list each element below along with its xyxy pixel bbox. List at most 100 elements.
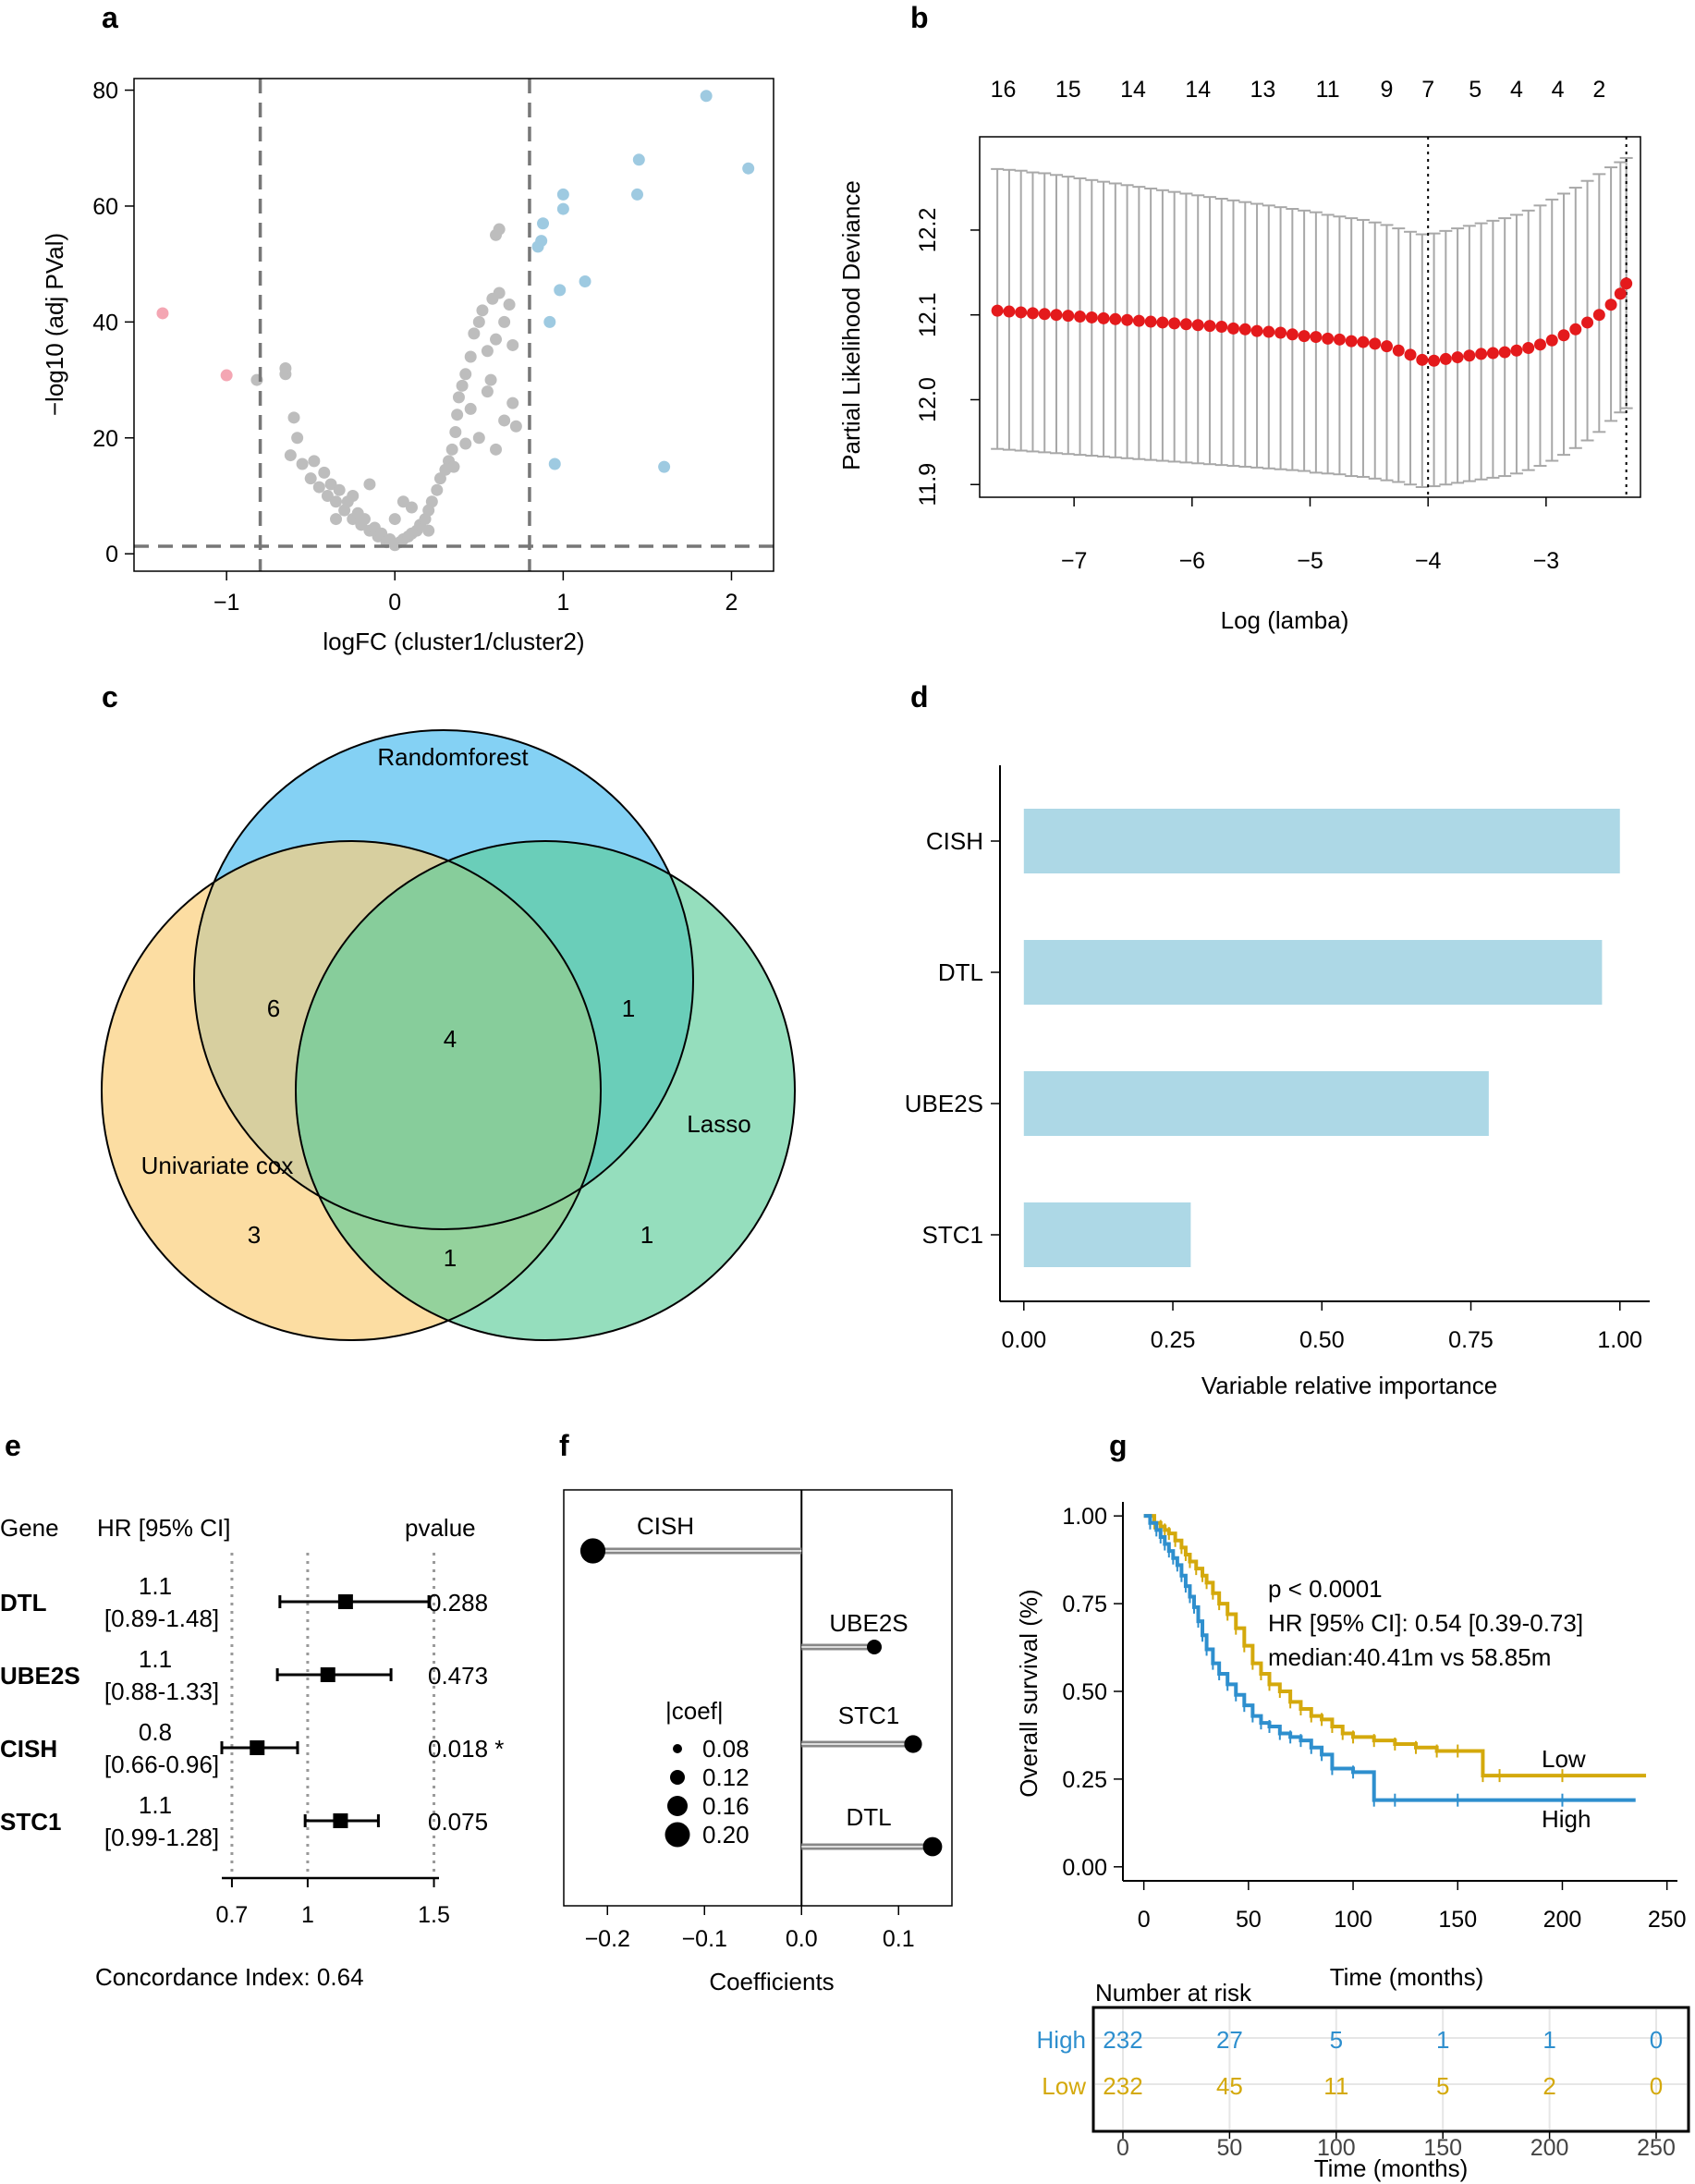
- x-tick-label: 50: [1236, 1907, 1262, 1933]
- risk-x-tick-label: 50: [1216, 2135, 1242, 2161]
- point-up: [700, 90, 713, 103]
- concordance-index: Concordance Index: 0.64: [95, 1963, 364, 1991]
- panel-label-c: c: [102, 680, 118, 714]
- x-tick-label: −3: [1533, 548, 1560, 574]
- deviance-point: [1345, 335, 1358, 348]
- point-ns: [347, 489, 360, 502]
- point-ns: [506, 397, 519, 409]
- risk-x-tick-label: 100: [1317, 2135, 1356, 2161]
- deviance-point: [1357, 336, 1370, 348]
- point-up: [556, 202, 569, 215]
- deviance-point: [1074, 311, 1087, 323]
- coef-legend: |coef| 0.080.120.160.20: [665, 1697, 750, 1848]
- x-tick-label: 1.5: [418, 1902, 450, 1928]
- point-up: [579, 275, 591, 287]
- hr-ci: [0.99-1.28]: [104, 1824, 219, 1851]
- deviance-point: [1604, 299, 1617, 311]
- hr-value: 1.1: [139, 1572, 172, 1600]
- y-tick-label: 12.0: [915, 377, 941, 422]
- point-ns: [358, 513, 371, 526]
- point-up: [554, 284, 567, 297]
- hr-value: 0.8: [139, 1718, 172, 1746]
- y-tick-label: 60: [92, 194, 118, 220]
- importance-bars: CISH DTL UBE2S STC1: [905, 809, 1620, 1267]
- y-tick-label: 0.25: [1062, 1767, 1107, 1793]
- deviance-point: [1132, 314, 1145, 327]
- x-tick-label: −0.2: [585, 1926, 630, 1952]
- x-tick-label: 0: [388, 590, 401, 616]
- y-tick-label: 20: [92, 426, 118, 452]
- x-axis-title: Variable relative importance: [1201, 1372, 1497, 1399]
- point-ns: [481, 385, 494, 398]
- point-ns: [324, 478, 337, 491]
- y-tick-label: 0: [105, 542, 118, 567]
- panel-label-b: b: [910, 1, 929, 34]
- risk-x-tick-label: 0: [1116, 2135, 1129, 2161]
- risk-count: 232: [1103, 2026, 1142, 2054]
- point-ns: [503, 299, 516, 311]
- point-ns: [296, 458, 309, 470]
- x-axis-title: Time (months): [1330, 1963, 1484, 1991]
- venn-label-univariate-cox: Univariate cox: [141, 1152, 294, 1179]
- x-axis-title: Coefficients: [709, 1968, 834, 1995]
- risk-table-title: Number at risk: [1095, 1979, 1252, 2007]
- panel-label-d: d: [910, 680, 929, 714]
- top-axis-label: 5: [1469, 77, 1482, 103]
- deviance-point: [1250, 324, 1263, 337]
- deviance-point: [1451, 351, 1464, 364]
- y-axis-title: Partial Likelihood Deviance: [837, 180, 865, 470]
- point-ns: [452, 391, 465, 404]
- x-axis-ticks: −0.2 −0.1 0.0 0.1: [585, 1906, 915, 1952]
- point-ns: [287, 411, 300, 424]
- venn-outline-lasso: [295, 840, 796, 1341]
- deviance-point: [1428, 354, 1441, 367]
- venn-count-uc-only: 3: [248, 1221, 261, 1249]
- deviance-point: [1050, 309, 1063, 322]
- deviance-point: [1109, 312, 1122, 325]
- point-ns: [445, 443, 458, 456]
- risk-row-label-low: Low: [1042, 2072, 1086, 2100]
- deviance-point: [1510, 344, 1523, 357]
- deviance-point: [1262, 325, 1275, 338]
- y-tick-label: 0.50: [1062, 1679, 1107, 1705]
- x-tick-label: 0.0: [786, 1926, 818, 1952]
- top-axis-label: 7: [1421, 77, 1434, 103]
- risk-row-label-high: High: [1037, 2026, 1086, 2054]
- lollipop-frame: [563, 1489, 953, 1907]
- point-up: [556, 188, 569, 201]
- deviance-point: [1592, 309, 1605, 322]
- legend-title: |coef|: [665, 1697, 724, 1725]
- venn-diagram: Randomforest Univariate cox Lasso 6 4 1 …: [101, 729, 796, 1341]
- point-down: [220, 369, 233, 382]
- venn-outline-univariate-cox: [101, 840, 602, 1341]
- point-ns: [431, 483, 444, 496]
- annotation-median: median:40.41m vs 58.85m: [1268, 1643, 1551, 1671]
- point-ns: [308, 455, 321, 468]
- dot-stc1: [904, 1735, 922, 1753]
- deviance-point: [1298, 330, 1311, 343]
- deviance-point: [1557, 329, 1570, 342]
- deviance-points: [991, 277, 1633, 367]
- panel-label-e: e: [5, 1429, 21, 1462]
- venn-count-all: 4: [444, 1025, 457, 1053]
- deviance-point: [1545, 334, 1558, 347]
- dot-ube2s: [867, 1640, 882, 1654]
- point-ns: [330, 495, 343, 508]
- gene-label: UBE2S: [829, 1609, 908, 1637]
- x-axis-ticks: −1 0 1 2: [213, 571, 738, 616]
- top-axis-labels: 16 15 14 14 13 11 9 7 5 4 4 2: [991, 77, 1606, 103]
- volcano-frame: [133, 78, 774, 572]
- risk-x-tick-label: 150: [1423, 2135, 1462, 2161]
- point-ns: [468, 327, 481, 340]
- volcano-points: [156, 90, 755, 552]
- deviance-point: [1238, 323, 1251, 336]
- bar-cish: [1023, 809, 1620, 873]
- threshold-lines: [134, 79, 774, 571]
- deviance-point: [1168, 317, 1181, 330]
- point-ns: [284, 449, 297, 462]
- point-ns: [472, 432, 485, 445]
- dot-dtl: [922, 1836, 943, 1857]
- curve-label-low: Low: [1542, 1745, 1586, 1773]
- risk-count: 1: [1543, 2026, 1555, 2054]
- y-tick-label: 12.2: [915, 208, 941, 253]
